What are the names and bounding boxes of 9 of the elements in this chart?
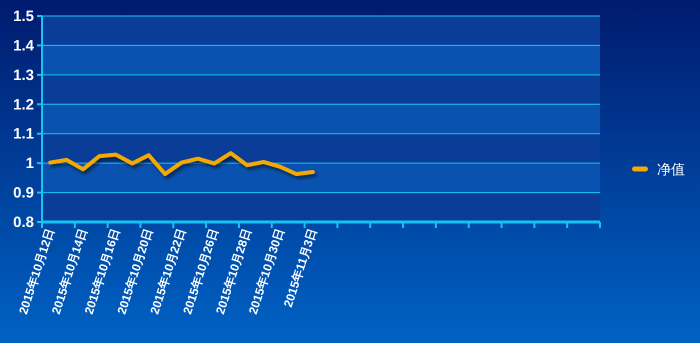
y-tick-label: 1.4	[13, 37, 35, 54]
legend-label: 净值	[657, 162, 685, 178]
y-tick-label: 0.8	[13, 214, 34, 231]
y-tick-label: 1.3	[13, 66, 34, 84]
y-tick-label: 0.9	[13, 184, 34, 202]
y-tick-label: 1.5	[13, 8, 34, 25]
y-tick-label: 1.2	[13, 96, 34, 114]
y-tick-label: 1	[26, 155, 34, 172]
y-tick-label: 1.1	[13, 126, 34, 143]
